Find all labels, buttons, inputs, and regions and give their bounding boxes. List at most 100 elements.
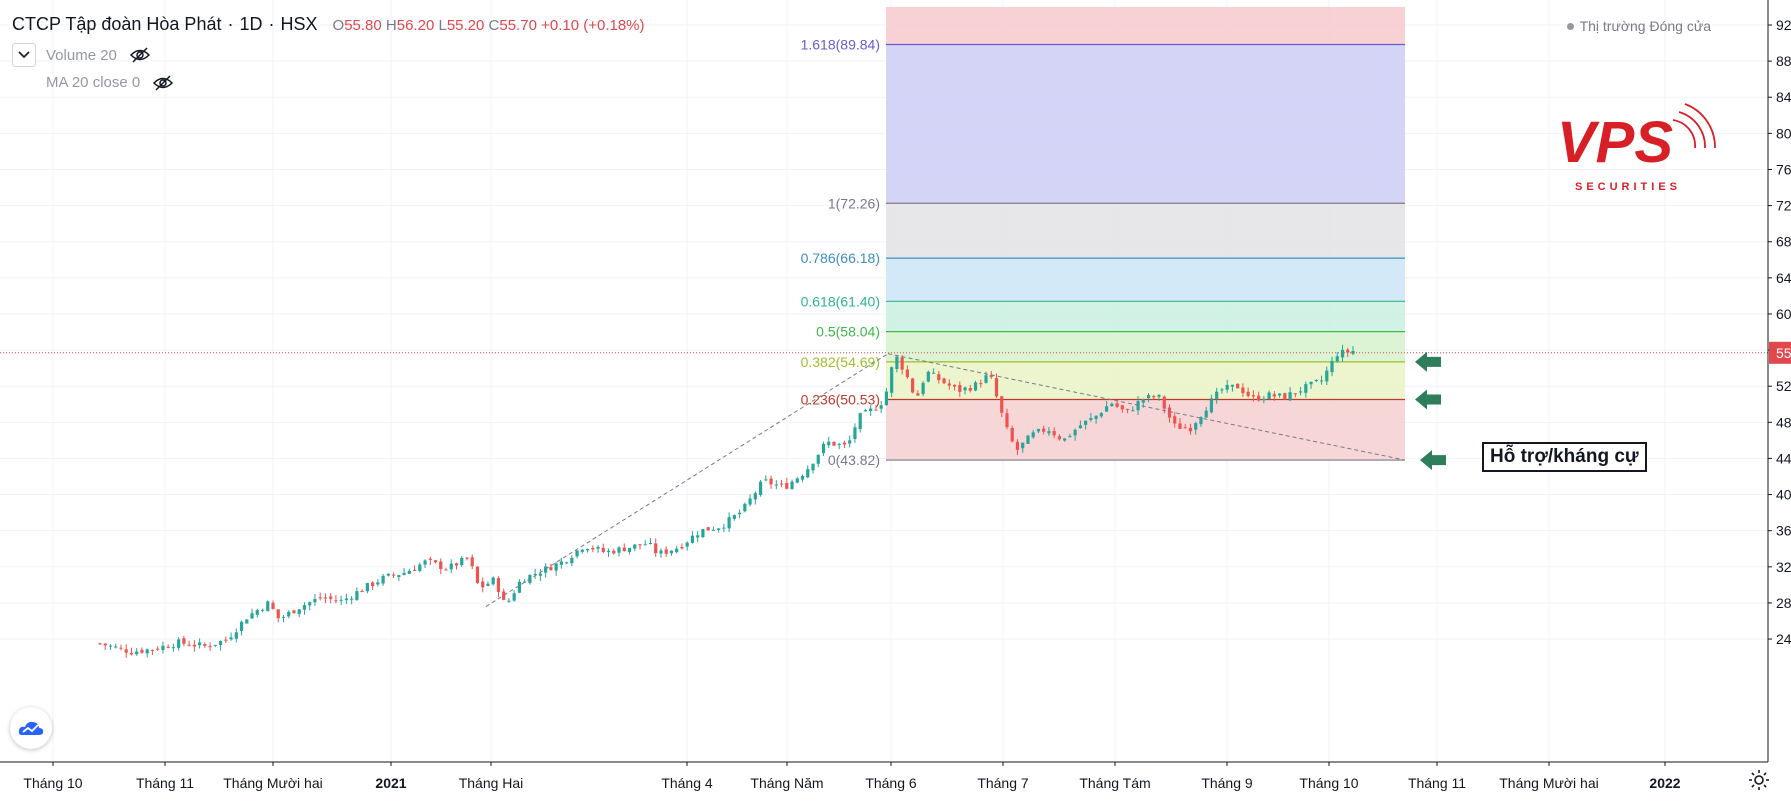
indicator-volume[interactable]: Volume 20 [12,43,151,67]
candle-body [171,647,175,649]
candle-body [968,388,972,391]
fib-level-label: 0.382(54.69) [801,354,880,370]
tradingview-logo-button[interactable] [10,707,52,749]
candle-body [302,605,307,610]
candle-body [250,613,254,619]
candle-body [680,546,684,549]
candle-body [470,557,474,567]
candle-body [1293,393,1297,395]
y-tick-label: 76.00 [1776,161,1791,177]
candle-body [643,544,647,546]
candle-body [512,593,516,601]
eye-off-icon[interactable] [129,47,151,63]
symbol-legend: CTCP Tập đoàn Hòa Phát · 1D · HSX O55.80 H56… [12,14,645,35]
candle-body [722,527,726,529]
candle-body [208,646,212,648]
candle-body [575,550,579,557]
fib-band [886,6,1405,45]
y-tick-label: 44.00 [1776,450,1791,466]
candle-body [738,512,742,515]
candle-body [507,600,511,602]
candle-body [1015,441,1020,450]
candle-body [1136,401,1140,411]
candle-body [664,549,668,554]
gear-icon[interactable] [1747,768,1771,792]
candle-body [1236,383,1240,389]
candle-body [1120,405,1124,410]
candle-body [119,647,123,649]
candle-body [145,649,149,654]
candle-body [418,564,422,571]
candle-body [533,573,537,575]
candle-body [1073,429,1077,436]
candle-body [1036,429,1041,432]
candle-body [638,544,642,546]
indicator-ma[interactable]: MA 20 close 0 [46,74,174,91]
candle-body [1167,407,1172,418]
fib-level-label: 1(72.26) [828,195,880,211]
candle-body [921,382,925,395]
candle-body [329,596,333,599]
signal-waves-icon [1672,103,1716,149]
candle-body [402,572,406,575]
candle-body [790,481,794,490]
candle-body [1021,442,1025,449]
candle-body [318,597,322,599]
candle-body [407,570,411,574]
y-tick-label: 88.00 [1776,53,1791,69]
candle-body [1057,436,1062,440]
candle-body [177,639,181,648]
collapse-button[interactable] [12,43,36,67]
candle-body [1031,432,1035,438]
candle-body [1319,380,1324,382]
candle-body [491,577,495,585]
candle-body [423,560,427,565]
candle-body [1094,415,1098,419]
candle-body [958,384,962,392]
candle-body [942,378,946,384]
candle-body [727,517,731,529]
candle-body [1078,425,1082,429]
open-label: O [332,17,345,34]
candle-body [973,382,978,391]
candle-body [1215,391,1219,399]
candle-body [486,583,490,586]
candle-body [1173,416,1177,424]
candle-body [1146,395,1151,399]
eye-off-icon[interactable] [152,74,174,91]
candle-body [1246,391,1250,397]
candle-body [239,621,244,631]
candle-body [1115,403,1119,407]
y-tick-label: 28.00 [1776,595,1791,611]
candle-body [376,582,380,585]
y-tick-label: 72.00 [1776,198,1791,214]
candle-body [706,527,710,531]
candle-body [863,410,868,412]
candle-body [1283,393,1287,400]
candle-body [832,441,836,446]
candle-body [774,484,778,486]
x-tick-label: Tháng 9 [1201,775,1253,791]
x-tick-label: Tháng 11 [1408,775,1466,791]
candle-body [591,547,595,550]
candle-body [895,356,899,369]
interval-label[interactable]: 1D [239,14,263,34]
candle-body [1157,394,1161,397]
candle-body [538,573,542,576]
symbol-name: CTCP Tập đoàn Hòa Phát [12,14,222,34]
x-tick-label: Tháng Hai [459,775,524,791]
candle-body [1346,349,1350,353]
trend-line [485,353,889,607]
candle-body [827,441,831,446]
candle-body [465,557,469,559]
candle-body [428,558,432,560]
trend-line [887,353,1406,461]
candle-body [612,550,616,554]
y-tick-label: 32.00 [1776,559,1791,575]
candle-body [769,478,773,485]
ohlc-values: O55.80 H56.20 L55.20 C55.70 +0.10 (+0.18… [333,17,645,34]
candle-body [1220,389,1224,391]
candle-body [481,581,485,588]
